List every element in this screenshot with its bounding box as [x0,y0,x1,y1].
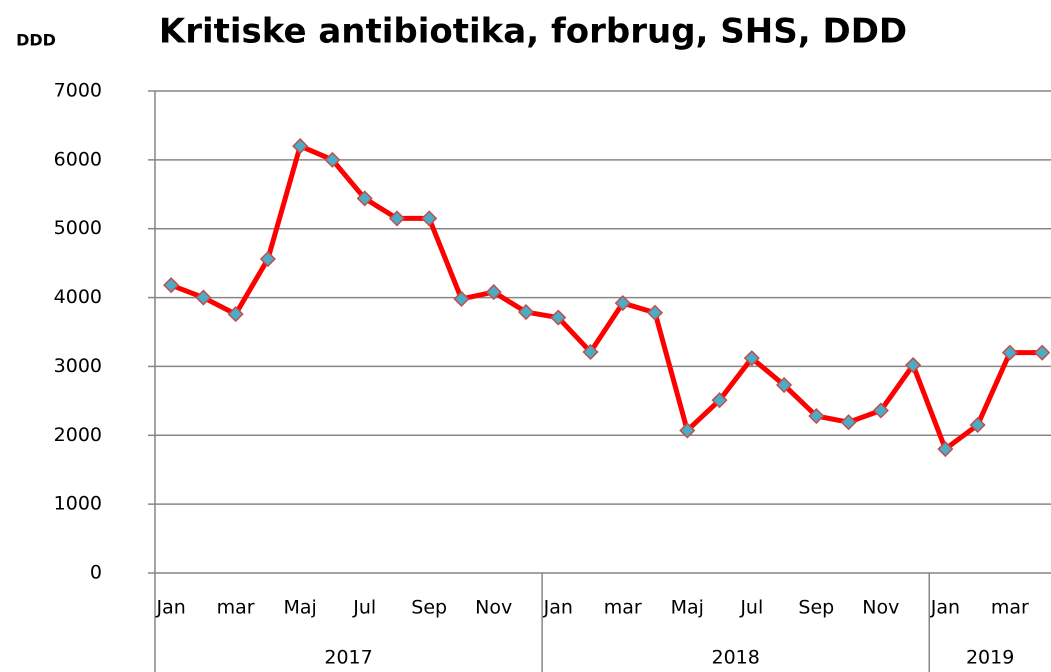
data-marker [227,306,244,323]
data-marker [356,190,373,207]
x-tick-label: mar [217,597,255,619]
y-tick-label: 2000 [54,424,102,446]
data-marker [743,350,760,367]
data-marker [872,402,889,419]
x-tick-label: Nov [862,597,899,619]
data-marker [582,343,599,361]
y-tick-label: 1000 [54,493,102,515]
data-marker [195,289,212,306]
y-tick-label: 6000 [54,148,102,170]
data-marker [388,210,406,227]
data-marker [453,290,470,308]
data-marker [163,277,180,294]
x-tick-label: Maj [671,597,704,619]
y-tick-label: 0 [90,562,102,584]
x-group-label: 2017 [324,647,372,669]
data-marker [937,440,954,458]
data-marker [646,304,664,321]
x-tick-label: Maj [284,597,317,619]
y-tick-label: 4000 [54,286,102,308]
data-marker [1034,344,1051,361]
x-group-label: 2018 [712,647,760,669]
x-tick-label: Sep [798,597,834,619]
data-marker [324,151,341,168]
data-line [170,143,1043,452]
x-tick-label: Jan [155,597,185,619]
data-marker [614,295,631,312]
data-marker [679,422,696,439]
data-marker [840,414,857,431]
x-tick-label: mar [604,597,642,619]
data-marker [776,376,793,394]
chart-title: Kritiske antibiotika, forbrug, SHS, DDD [159,12,907,52]
data-marker [711,392,728,409]
x-tick-label: Jan [930,597,960,619]
x-group-label: 2019 [966,647,1014,669]
data-marker [292,138,309,155]
x-tick-label: mar [991,597,1029,619]
data-marker [517,303,535,321]
data-marker [1001,344,1018,361]
x-tick-label: Jan [543,597,573,619]
data-marker [550,309,567,326]
data-marker [969,416,986,434]
x-tick-label: Jul [352,597,376,619]
data-marker [421,210,438,227]
data-marker [808,407,825,425]
x-tick-label: Sep [411,597,447,619]
data-marker [485,284,502,301]
data-marker [259,250,276,268]
y-tick-label: 7000 [54,80,102,102]
data-marker [905,356,922,374]
y-axis-label: DDD [16,31,56,50]
y-tick-label: 5000 [54,217,102,239]
x-tick-label: Jul [739,597,763,619]
x-tick-label: Nov [475,597,512,619]
y-tick-label: 3000 [54,355,102,377]
